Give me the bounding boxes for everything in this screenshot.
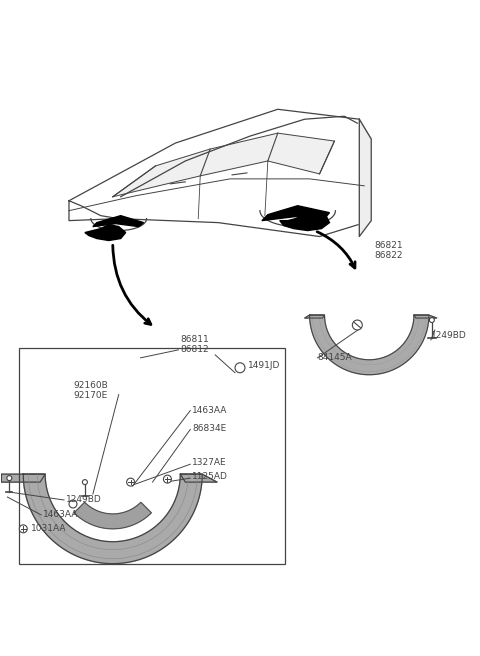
Text: 1463AA: 1463AA xyxy=(192,405,228,415)
Circle shape xyxy=(7,476,12,481)
Bar xyxy=(19,348,285,564)
Text: 1031AA: 1031AA xyxy=(31,524,67,533)
Polygon shape xyxy=(69,110,371,237)
Text: 1249BD: 1249BD xyxy=(431,331,467,340)
Text: 86821: 86821 xyxy=(374,241,403,251)
Text: 92170E: 92170E xyxy=(73,390,107,400)
Polygon shape xyxy=(305,315,324,318)
Polygon shape xyxy=(310,315,429,375)
Text: 1491JD: 1491JD xyxy=(248,361,280,370)
Circle shape xyxy=(352,320,362,330)
Text: 1463AA: 1463AA xyxy=(43,510,79,519)
Polygon shape xyxy=(180,474,217,482)
Text: 86834E: 86834E xyxy=(192,424,227,434)
Polygon shape xyxy=(414,315,437,318)
Text: 1125AD: 1125AD xyxy=(192,472,228,481)
Text: 1327AE: 1327AE xyxy=(192,458,227,467)
Circle shape xyxy=(430,318,434,323)
Circle shape xyxy=(127,478,134,486)
Polygon shape xyxy=(93,216,144,226)
Circle shape xyxy=(83,480,87,485)
Polygon shape xyxy=(262,206,329,220)
Text: 86811: 86811 xyxy=(180,335,209,344)
Polygon shape xyxy=(360,119,371,237)
Polygon shape xyxy=(74,502,151,529)
Circle shape xyxy=(235,363,245,373)
Circle shape xyxy=(69,500,77,508)
Text: 1249BD: 1249BD xyxy=(66,495,102,504)
Polygon shape xyxy=(1,474,45,482)
Text: 86812: 86812 xyxy=(180,345,209,354)
Polygon shape xyxy=(113,133,335,197)
Text: 92160B: 92160B xyxy=(73,380,108,390)
Text: 84145A: 84145A xyxy=(318,353,352,362)
Circle shape xyxy=(19,525,27,533)
Polygon shape xyxy=(85,224,126,241)
Polygon shape xyxy=(23,474,202,564)
Polygon shape xyxy=(280,213,329,230)
Circle shape xyxy=(164,475,171,483)
Text: 86822: 86822 xyxy=(374,251,403,260)
